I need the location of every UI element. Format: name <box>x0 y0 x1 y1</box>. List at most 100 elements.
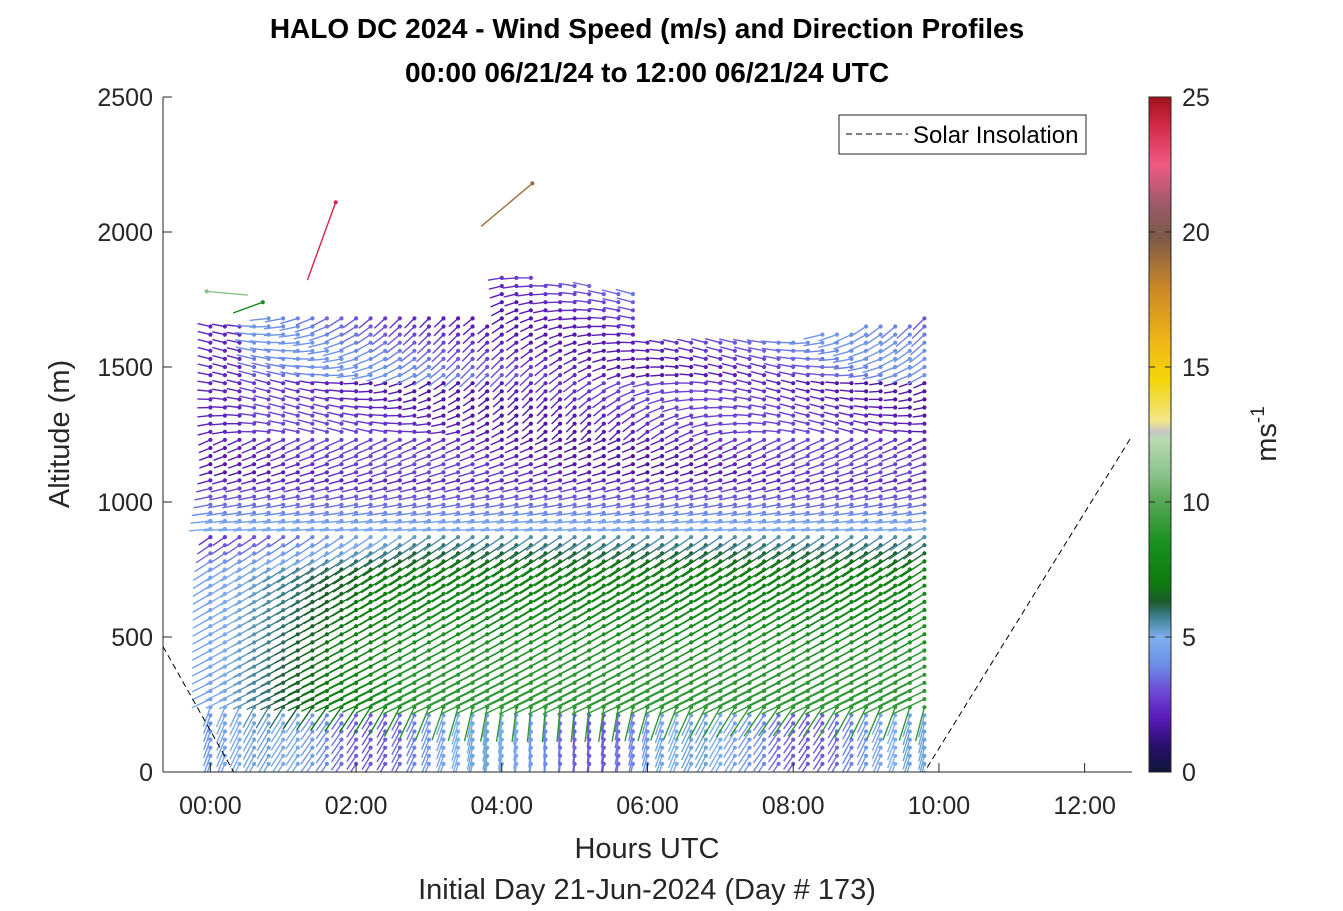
wind-vector <box>406 739 416 757</box>
wind-vector <box>255 455 269 462</box>
wind-vector-head <box>587 324 592 329</box>
wind-vector-head <box>601 470 606 475</box>
wind-vector <box>677 347 692 352</box>
wind-vector-head <box>645 381 650 386</box>
wind-vector <box>417 577 444 595</box>
wind-vector <box>587 289 604 295</box>
wind-vector <box>361 755 372 770</box>
wind-vector <box>206 593 226 606</box>
wind-vector <box>616 297 634 303</box>
wind-vector <box>574 299 590 303</box>
wind-vector-head <box>528 405 534 410</box>
wind-vector <box>637 560 663 578</box>
wind-vector <box>420 731 430 750</box>
wind-vector-head <box>499 478 504 483</box>
wind-vector-head <box>208 470 213 475</box>
wind-vector-head <box>514 437 519 442</box>
wind-vector-head <box>397 502 402 507</box>
wind-vector-head <box>776 494 781 499</box>
wind-vector <box>535 382 546 394</box>
wind-vector <box>307 358 327 362</box>
wind-vector-head <box>222 437 227 442</box>
wind-vector-head <box>397 753 402 758</box>
wind-vector <box>428 374 444 387</box>
wind-vector <box>571 698 605 715</box>
wind-vector <box>620 585 648 603</box>
wind-vector-head <box>834 405 840 410</box>
wind-vector <box>489 447 503 454</box>
wind-vector-head <box>339 721 344 726</box>
wind-vector <box>307 350 328 355</box>
wind-vector-head <box>703 340 708 345</box>
wind-vector <box>459 447 473 454</box>
wind-vector-head <box>543 364 548 370</box>
wind-vector-head <box>703 445 708 451</box>
wind-vector-head <box>281 381 286 386</box>
wind-vector-head <box>237 543 242 548</box>
wind-vector-head <box>703 356 708 361</box>
wind-vector <box>352 358 371 367</box>
wind-vector-head <box>834 737 840 742</box>
wind-vector-head <box>426 761 431 767</box>
wind-vector <box>229 747 241 768</box>
wind-vector-head <box>674 486 679 491</box>
wind-vector-head <box>339 389 344 394</box>
wind-vector-head <box>354 332 359 337</box>
wind-vector-head <box>354 502 359 507</box>
wind-vector <box>234 593 255 607</box>
wind-vector-head <box>558 494 563 499</box>
wind-vector-head <box>820 737 825 742</box>
wind-vector-head <box>645 445 650 451</box>
wind-vector-head <box>368 494 373 499</box>
wind-vector-head <box>514 300 519 305</box>
wind-vector <box>679 447 692 454</box>
wind-vector-head <box>805 413 810 418</box>
wind-vector <box>270 723 284 743</box>
wind-vector <box>461 568 488 587</box>
wind-vector <box>226 387 240 392</box>
wind-vector <box>343 479 357 485</box>
wind-vector <box>583 520 604 524</box>
wind-vector <box>239 487 255 493</box>
wind-vector-head <box>514 494 519 499</box>
wind-vector-head <box>281 470 286 475</box>
wind-vector <box>533 585 561 603</box>
wind-vector <box>360 568 386 586</box>
wind-vector <box>654 731 663 752</box>
wind-vector <box>654 723 663 744</box>
wind-vector <box>455 763 459 772</box>
wind-vector <box>602 495 619 501</box>
wind-vector <box>497 715 503 738</box>
wind-vector <box>646 382 663 387</box>
wind-vector-head <box>412 486 417 491</box>
wind-vector-head <box>295 340 300 345</box>
wind-vector <box>648 414 663 423</box>
wind-vector-head <box>485 356 490 361</box>
wind-vector <box>325 325 342 336</box>
wind-vector <box>576 382 590 392</box>
wind-vector <box>385 447 401 455</box>
wind-vector-head <box>834 753 840 758</box>
wind-vector-head <box>456 454 461 459</box>
wind-vector <box>330 755 343 771</box>
wind-vector-head <box>208 364 213 370</box>
wind-vector-head <box>368 737 373 742</box>
wind-vector <box>366 374 386 382</box>
wind-vector <box>325 495 342 501</box>
wind-vector <box>303 601 328 617</box>
wind-vector <box>290 593 313 608</box>
wind-vector-head <box>732 478 738 483</box>
wind-vector-head <box>252 397 257 402</box>
wind-vector-head <box>354 486 359 491</box>
wind-vector-head <box>528 437 534 442</box>
wind-vector <box>459 374 474 388</box>
wind-vector-head <box>295 745 300 750</box>
wind-vector <box>342 471 357 478</box>
wind-vector <box>290 585 313 600</box>
wind-vector <box>540 536 561 552</box>
wind-vector <box>707 479 721 485</box>
wind-vector <box>649 348 663 352</box>
wind-vector <box>474 593 503 611</box>
wind-vector <box>623 560 648 578</box>
wind-vector-head <box>222 421 227 426</box>
